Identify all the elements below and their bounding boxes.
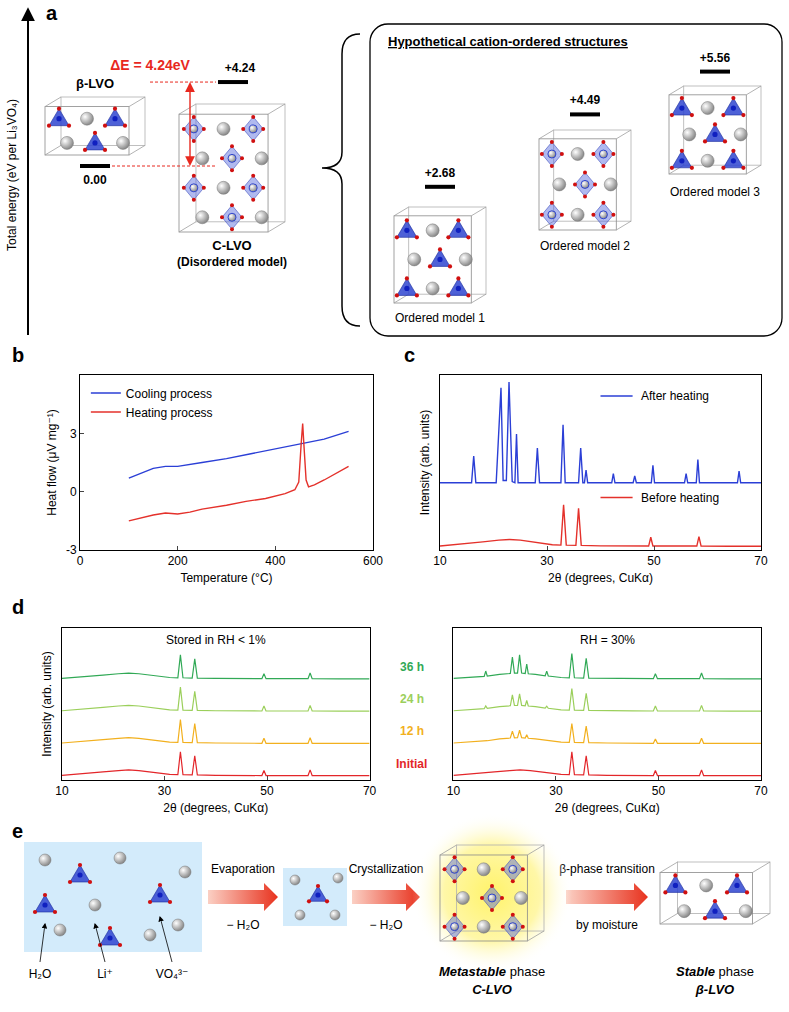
svg-text:200: 200 bbox=[168, 554, 188, 568]
svg-text:by moisture: by moisture bbox=[576, 918, 638, 932]
svg-text:Ordered model 1: Ordered model 1 bbox=[395, 311, 485, 325]
svg-text:30: 30 bbox=[158, 784, 172, 798]
svg-text:Total energy (eV per Li₃VO₄): Total energy (eV per Li₃VO₄) bbox=[5, 99, 19, 251]
svg-text:Heat flow (μV mg⁻¹): Heat flow (μV mg⁻¹) bbox=[45, 409, 59, 516]
svg-text:3: 3 bbox=[70, 427, 77, 441]
svg-text:Before heating: Before heating bbox=[641, 491, 719, 505]
svg-text:Stable phase: Stable phase bbox=[676, 964, 754, 979]
svg-text:50: 50 bbox=[647, 554, 661, 568]
svg-text:10: 10 bbox=[447, 784, 461, 798]
svg-text:− H₂O: − H₂O bbox=[227, 918, 260, 932]
svg-text:Initial: Initial bbox=[396, 757, 427, 771]
svg-text:+4.49: +4.49 bbox=[570, 93, 601, 107]
svg-text:-3: -3 bbox=[66, 543, 77, 557]
svg-text:Crystallization: Crystallization bbox=[349, 862, 424, 876]
svg-text:0.00: 0.00 bbox=[83, 173, 107, 187]
svg-text:50: 50 bbox=[260, 784, 274, 798]
svg-text:Li⁺: Li⁺ bbox=[97, 967, 113, 981]
svg-text:Ordered model 3: Ordered model 3 bbox=[670, 185, 760, 199]
svg-text:70: 70 bbox=[363, 784, 377, 798]
svg-text:10: 10 bbox=[55, 784, 69, 798]
svg-text:0: 0 bbox=[70, 485, 77, 499]
svg-text:β-phase transition: β-phase transition bbox=[559, 862, 655, 876]
svg-text:(Disordered model): (Disordered model) bbox=[177, 255, 287, 269]
svg-text:+5.56: +5.56 bbox=[700, 51, 731, 65]
svg-text:Intensity (arb. units): Intensity (arb. units) bbox=[418, 410, 432, 515]
svg-text:24 h: 24 h bbox=[400, 692, 424, 706]
svg-text:b: b bbox=[12, 344, 24, 366]
svg-text:Cooling process: Cooling process bbox=[126, 387, 212, 401]
svg-text:30: 30 bbox=[540, 554, 554, 568]
svg-text:Temperature (°C): Temperature (°C) bbox=[180, 571, 272, 585]
svg-text:After heating: After heating bbox=[641, 389, 709, 403]
svg-text:10: 10 bbox=[433, 554, 447, 568]
svg-text:70: 70 bbox=[754, 784, 768, 798]
svg-text:2θ (degrees, CuKα): 2θ (degrees, CuKα) bbox=[163, 801, 268, 815]
svg-text:e: e bbox=[12, 820, 23, 842]
svg-text:+4.24: +4.24 bbox=[225, 61, 256, 75]
svg-text:Hypothetical cation-ordered st: Hypothetical cation-ordered structures bbox=[388, 34, 628, 49]
svg-text:Stored in RH < 1%: Stored in RH < 1% bbox=[166, 633, 266, 647]
svg-text:ΔE = 4.24eV: ΔE = 4.24eV bbox=[110, 57, 190, 73]
svg-text:β-LVO: β-LVO bbox=[76, 76, 114, 91]
svg-text:C-LVO: C-LVO bbox=[472, 982, 512, 997]
svg-text:d: d bbox=[12, 596, 24, 618]
svg-text:H₂O: H₂O bbox=[29, 967, 52, 981]
svg-text:400: 400 bbox=[265, 554, 285, 568]
svg-text:− H₂O: − H₂O bbox=[370, 918, 403, 932]
svg-text:12 h: 12 h bbox=[400, 724, 424, 738]
svg-text:Ordered model 2: Ordered model 2 bbox=[540, 239, 630, 253]
svg-text:β-LVO: β-LVO bbox=[695, 982, 734, 997]
svg-text:36 h: 36 h bbox=[400, 660, 424, 674]
svg-text:600: 600 bbox=[363, 554, 383, 568]
svg-text:c: c bbox=[404, 344, 415, 366]
svg-text:C-LVO: C-LVO bbox=[212, 238, 251, 253]
svg-text:Intensity (arb. units): Intensity (arb. units) bbox=[40, 651, 54, 756]
svg-text:0: 0 bbox=[77, 554, 84, 568]
svg-text:30: 30 bbox=[549, 784, 563, 798]
svg-text:RH = 30%: RH = 30% bbox=[580, 633, 635, 647]
svg-text:70: 70 bbox=[754, 554, 768, 568]
svg-text:Heating process: Heating process bbox=[126, 406, 213, 420]
svg-text:VO₄³⁻: VO₄³⁻ bbox=[156, 967, 189, 981]
svg-text:2θ (degrees, CuKα): 2θ (degrees, CuKα) bbox=[555, 801, 660, 815]
svg-text:50: 50 bbox=[652, 784, 666, 798]
svg-text:a: a bbox=[46, 2, 58, 24]
svg-text:Evaporation: Evaporation bbox=[211, 862, 275, 876]
svg-text:Metastable phase: Metastable phase bbox=[439, 964, 545, 979]
svg-text:+2.68: +2.68 bbox=[425, 166, 456, 180]
svg-text:2θ (degrees, CuKα): 2θ (degrees, CuKα) bbox=[548, 571, 653, 585]
